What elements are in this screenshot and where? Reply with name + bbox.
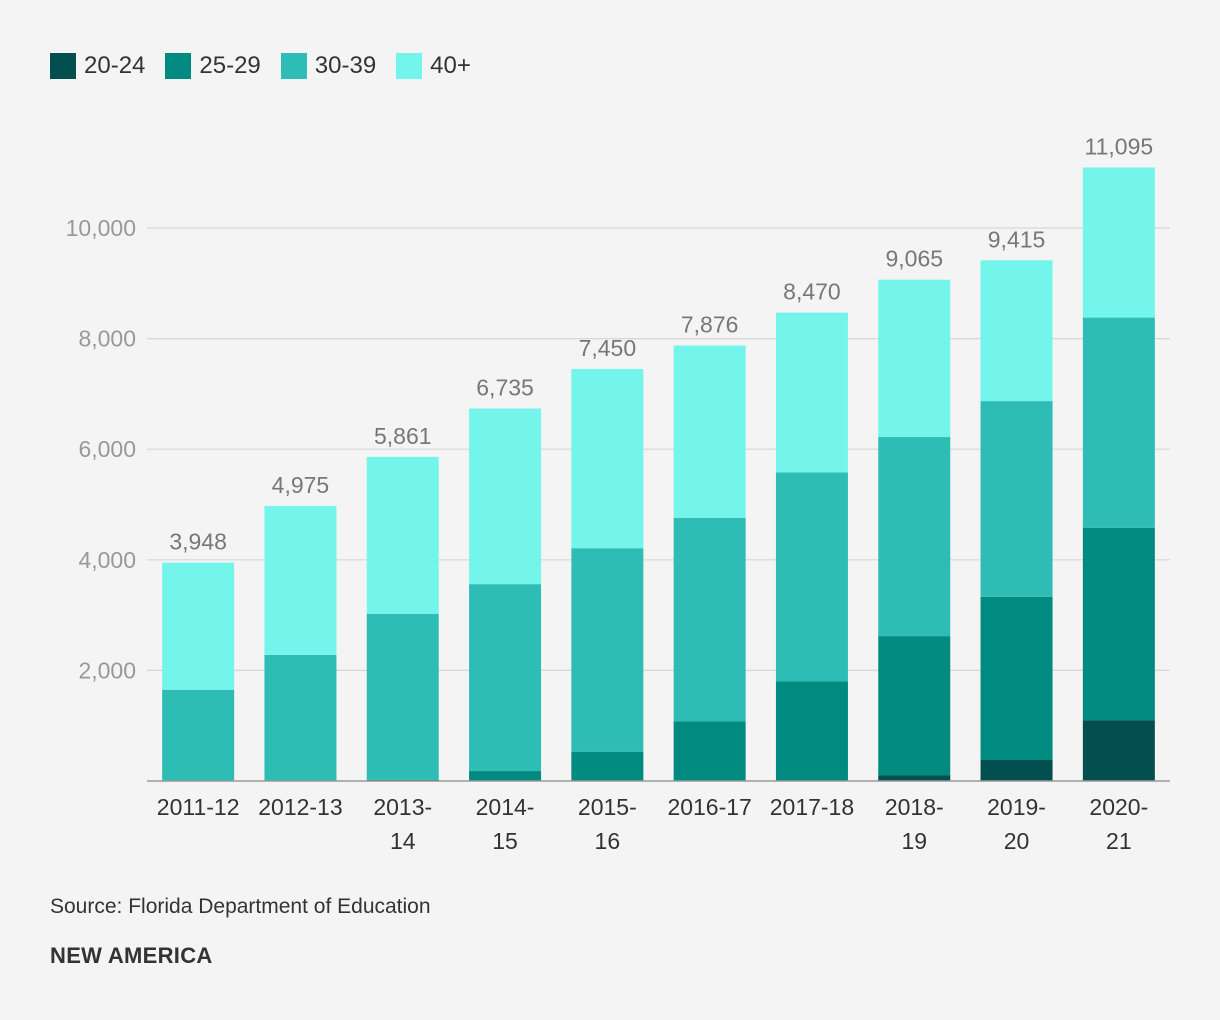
y-tick-label-8000: 8,000	[78, 326, 136, 352]
x-tick-label-2013-14-line2: 14	[390, 828, 416, 854]
legend-item-20-24: 20-24	[50, 52, 145, 80]
source-note: Source: Florida Department of Education	[50, 895, 431, 918]
legend-swatch-40-plus	[396, 53, 423, 79]
bar-2013-14-40+	[366, 456, 439, 614]
legend-label-40-plus: 40+	[430, 52, 471, 79]
bar-2016-17-30-39	[673, 517, 746, 722]
bar-2018-19-25-29	[878, 636, 951, 776]
bar-2012-13-30-39	[264, 654, 337, 781]
bar-2015-16-40+	[571, 369, 644, 549]
x-tick-label-2020-21: 2020-	[1089, 794, 1148, 820]
total-label-2018-19: 9,065	[885, 246, 943, 272]
total-label-2017-18: 8,470	[783, 279, 841, 305]
legend-swatch-20-24	[50, 53, 76, 79]
x-tick-label-2015-16: 2015-	[578, 794, 637, 820]
bar-2013-14-30-39	[366, 613, 439, 780]
x-tick-label-2019-20-line2: 20	[1004, 828, 1030, 854]
bar-2016-17-40+	[673, 345, 746, 518]
legend: 20-24 25-29 30-39 40+	[50, 52, 471, 80]
bar-2017-18-25-29	[775, 681, 848, 781]
bar-2019-20-30-39	[980, 401, 1053, 597]
total-label-2019-20: 9,415	[988, 226, 1046, 252]
bar-2020-21-25-29	[1082, 527, 1155, 721]
legend-label-20-24: 20-24	[84, 52, 146, 79]
bar-2014-15-25-29	[469, 771, 542, 781]
x-tick-label-2020-21-line2: 21	[1106, 828, 1132, 854]
x-tick-label-2017-18: 2017-18	[770, 794, 854, 820]
bar-2014-15-40+	[469, 408, 542, 585]
bar-2012-13-40+	[264, 505, 337, 655]
bar-2011-12-30-39	[162, 689, 235, 781]
bar-2011-12-40+	[162, 562, 235, 690]
bar-2015-16-25-29	[571, 751, 644, 781]
x-tick-label-2014-15-line2: 15	[492, 828, 518, 854]
bar-2020-21-30-39	[1082, 317, 1155, 528]
legend-item-30-39: 30-39	[280, 52, 377, 80]
total-label-2011-12: 3,948	[169, 529, 227, 555]
y-tick-label-6000: 6,000	[78, 436, 136, 462]
y-tick-label-2000: 2,000	[78, 657, 136, 683]
bar-2020-21-20-24	[1082, 720, 1155, 781]
bar-2020-21-40+	[1082, 167, 1155, 318]
bar-2016-17-25-29	[673, 721, 746, 781]
bar-2019-20-20-24	[980, 759, 1053, 781]
x-tick-label-2019-20: 2019-	[987, 794, 1046, 820]
x-tick-label-2012-13: 2012-13	[258, 794, 342, 820]
bar-2015-16-30-39	[571, 548, 644, 752]
x-tick-label-2015-16-line2: 16	[595, 828, 621, 854]
legend-item-25-29: 25-29	[165, 52, 261, 80]
x-tick-label-2018-19-line2: 19	[901, 828, 927, 854]
legend-item-40-plus: 40+	[396, 52, 471, 80]
bar-2018-19-40+	[878, 279, 951, 438]
brand-logo-text: NEW AMERICA	[50, 943, 213, 968]
total-label-2016-17: 7,876	[681, 311, 739, 337]
legend-label-25-29: 25-29	[199, 52, 261, 79]
y-tick-label-10000: 10,000	[66, 215, 136, 241]
bar-2014-15-30-39	[469, 584, 542, 772]
stacked-bar-chart: 2,000 4,000 6,000 8,000 10,000 3,948 2011-12 4,…	[66, 133, 1170, 854]
bar-2018-19-30-39	[878, 437, 951, 637]
x-tick-label-2014-15: 2014-	[476, 794, 535, 820]
y-tick-label-4000: 4,000	[78, 547, 136, 573]
x-tick-label-2018-19: 2018-	[885, 794, 944, 820]
x-tick-label-2013-14: 2013-	[373, 794, 432, 820]
legend-swatch-25-29	[165, 53, 192, 79]
bar-2018-19-20-24	[878, 775, 951, 781]
bar-2019-20-25-29	[980, 596, 1053, 760]
total-label-2015-16: 7,450	[579, 335, 637, 361]
total-label-2020-21: 11,095	[1085, 133, 1154, 159]
total-label-2012-13: 4,975	[272, 472, 330, 498]
total-label-2014-15: 6,735	[476, 375, 534, 401]
bar-2019-20-40+	[980, 260, 1053, 402]
total-label-2013-14: 5,861	[374, 423, 432, 449]
bar-2017-18-30-39	[775, 472, 848, 682]
x-tick-label-2011-12: 2011-12	[157, 794, 240, 820]
bar-2017-18-40+	[775, 312, 848, 473]
x-tick-label-2016-17: 2016-17	[667, 794, 751, 820]
legend-label-30-39: 30-39	[314, 52, 377, 79]
legend-swatch-30-39	[280, 53, 307, 79]
